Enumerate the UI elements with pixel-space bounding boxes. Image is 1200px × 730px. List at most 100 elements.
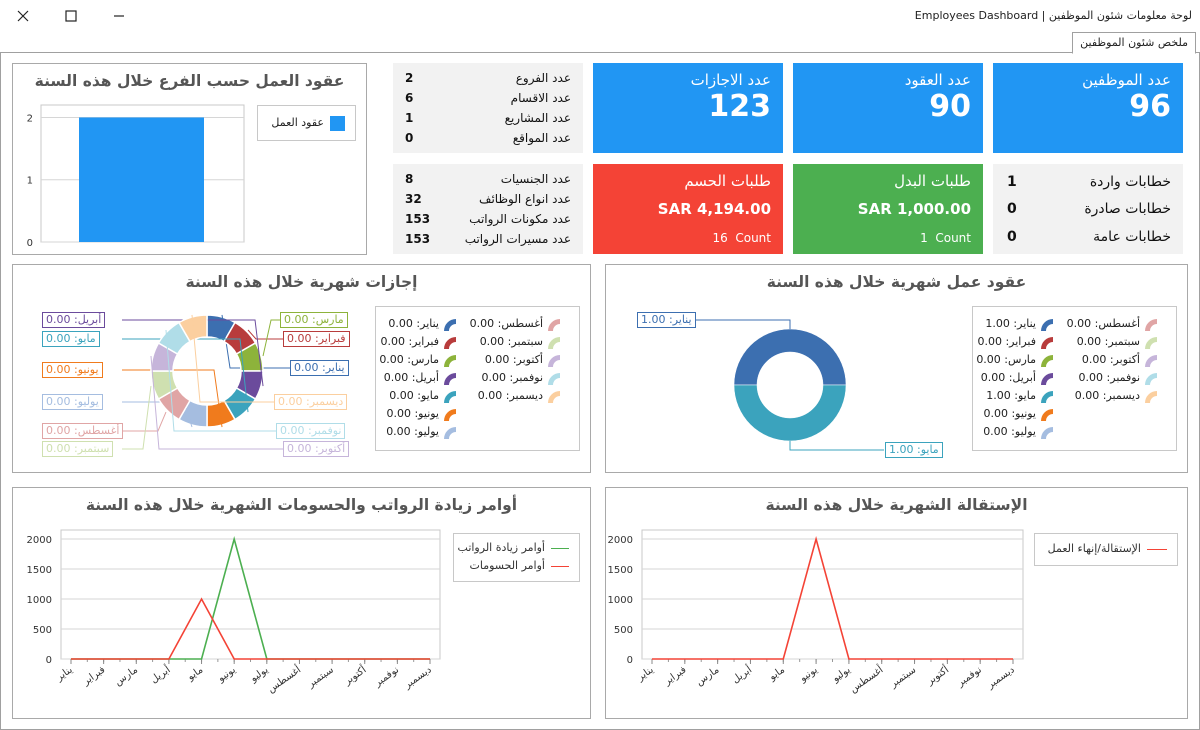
vacation-legend-swatch (444, 337, 456, 349)
contract-legend-label: أكتوبر: 0.00 (1081, 353, 1140, 366)
contract-legend-item: ديسمبر: 0.00 (1072, 389, 1162, 405)
contracts-tile[interactable]: عدد العقود 90 (793, 63, 983, 153)
contract-legend-label: سبتمبر: 0.00 (1076, 335, 1140, 348)
salary-y-tick: 2000 (27, 535, 52, 546)
vacation-legend-label: يونيو: 0.00 (386, 407, 439, 420)
resign-x-label: مايو (766, 664, 787, 683)
vacation-legend-label: مارس: 0.00 (379, 353, 439, 366)
maximize-icon (65, 10, 77, 22)
salary-chart-title: أوامر زيادة الرواتب والحسومات الشهرية خل… (85, 496, 518, 514)
salary-x-label: نوفمبر (372, 664, 401, 689)
vacation-slice-label: ديسمبر: 0.00 (274, 394, 348, 410)
vacation-legend-swatch (444, 373, 456, 385)
resign-x-label: أغسطس (847, 663, 886, 696)
contract-legend-swatch (1041, 391, 1053, 403)
title-bar: Employees Dashboard | لوحة معلومات شئون … (0, 0, 1200, 32)
branch-bar (79, 117, 204, 242)
contract-legend-item: أكتوبر: 0.00 (1072, 353, 1162, 369)
resign-x-label: ديسمبر (985, 664, 1017, 691)
letters-value: 0 (1007, 229, 1017, 245)
vacation-legend-item: يوليو: 0.00 (371, 425, 461, 441)
vacation-slice-label: مايو: 0.00 (42, 331, 100, 347)
vacation-slice-label: أغسطس: 0.00 (42, 423, 124, 439)
employees-tile[interactable]: عدد الموظفين 96 (993, 63, 1183, 153)
hr-info-row: عدد انواع الوظائف 32 (393, 192, 583, 210)
contract-legend-item: أبريل: 0.00 (968, 371, 1058, 387)
hr-info-value: 153 (405, 212, 431, 226)
contract-legend-swatch (1145, 373, 1157, 385)
vacation-leader-line (122, 385, 152, 450)
contract-legend-item: أغسطس: 0.00 (1067, 317, 1162, 333)
hr-info-value: 153 (405, 232, 431, 246)
resign-x-label: يوليو (830, 664, 853, 685)
salary-x-label: مارس (113, 664, 140, 688)
salary-y-tick: 500 (33, 625, 52, 636)
org-info-value: 1 (405, 111, 414, 125)
contract-donut-chart (696, 319, 884, 451)
letters-box: خطابات واردة 1 خطابات صادرة 0 خطابات عام… (993, 164, 1183, 254)
allowance-tile-amount: SAR 1,000.00 (857, 200, 971, 218)
vacation-legend-label: أغسطس: 0.00 (469, 317, 543, 330)
vacation-legend-item: فبراير: 0.00 (371, 335, 461, 351)
deduction-tile-label: طلبات الحسم (684, 172, 771, 190)
vacation-legend-swatch (548, 391, 560, 403)
vacation-legend-item: يونيو: 0.00 (371, 407, 461, 423)
maximize-button[interactable] (48, 0, 94, 32)
close-icon (17, 10, 29, 22)
vacation-legend-label: مايو: 0.00 (389, 389, 439, 402)
letters-label: خطابات واردة (1089, 174, 1171, 190)
salary-legend-deduct-swatch (551, 566, 569, 567)
minimize-icon (114, 15, 124, 17)
hr-info-label: عدد مسيرات الرواتب (464, 232, 571, 246)
employees-tile-value: 96 (1129, 89, 1171, 124)
org-info-label: عدد الاقسام (510, 91, 571, 105)
vacation-legend-label: يناير: 0.00 (388, 317, 439, 330)
contract-leader-line (789, 441, 884, 451)
contract-legend-swatch (1145, 391, 1157, 403)
contract-legend-item: يناير: 1.00 (968, 317, 1058, 333)
resign-line-chart: 0 500 1000 1500 2000 يناير فبراير مارس أبريل مايو… (608, 529, 1024, 696)
contract-slice (733, 328, 847, 386)
contract-donut-title: عقود عمل شهرية خلال هذه السنة (766, 273, 1027, 291)
allowance-count-label: Count (935, 231, 971, 245)
allowance-tile[interactable]: طلبات البدل SAR 1,000.00 1 Count (793, 164, 983, 254)
branch-legend: عقود العمل (257, 105, 356, 141)
salary-y-tick: 1000 (27, 595, 52, 606)
vacations-tile[interactable]: عدد الاجازات 123 (593, 63, 783, 153)
contract-legend-label: مايو: 1.00 (986, 389, 1036, 402)
org-info-row: عدد المواقع 0 (393, 131, 583, 149)
salary-x-label: يونيو (215, 664, 238, 685)
hr-info-row: عدد مسيرات الرواتب 153 (393, 232, 583, 250)
vacation-legend-swatch (444, 355, 456, 367)
window-title: Employees Dashboard | لوحة معلومات شئون … (914, 9, 1192, 22)
contract-legend: يناير: 1.00 فبراير: 0.00 مارس: 0.00 أبريل: … (972, 306, 1177, 451)
vacation-slice-label: يناير: 0.00 (290, 360, 349, 376)
contract-slice-label: يناير: 1.00 (637, 312, 696, 328)
resign-legend-label: الإستقالة/إنهاء العمل (1047, 542, 1141, 555)
vacation-donut-panel: إجازات شهرية خلال هذه السنة يناير: 0.00 ف… (12, 264, 591, 473)
deduction-tile[interactable]: طلبات الحسم SAR 4,194.00 16 Count (593, 164, 783, 254)
salary-y-tick: 1500 (27, 565, 52, 576)
deduction-count-label: Count (735, 231, 771, 245)
vacation-donut-title: إجازات شهرية خلال هذه السنة (185, 273, 418, 291)
letters-row-outgoing: خطابات صادرة 0 (993, 201, 1183, 223)
minimize-button[interactable] (96, 0, 142, 32)
salary-x-label: أغسطس (265, 663, 304, 696)
vacation-leader-line (122, 411, 167, 432)
letters-value: 0 (1007, 201, 1017, 217)
vacation-legend-swatch (444, 409, 456, 421)
resign-legend: الإستقالة/إنهاء العمل (1034, 533, 1178, 566)
contract-legend-swatch (1041, 373, 1053, 385)
close-button[interactable] (0, 0, 46, 32)
tab-summary[interactable]: ملخص شئون الموظفين (1072, 32, 1196, 54)
resign-y-tick: 2000 (608, 535, 633, 546)
vacation-legend-swatch (444, 427, 456, 439)
hr-info-value: 32 (405, 192, 422, 206)
salary-x-label: مايو (185, 664, 206, 683)
letters-label: خطابات عامة (1093, 229, 1171, 245)
vacation-leader-line (150, 355, 283, 450)
contract-legend-item: نوفمبر: 0.00 (1072, 371, 1162, 387)
vacation-leader-line (221, 314, 290, 369)
salary-legend: أوامر زيادة الرواتب أوامر الحسومات (453, 533, 580, 582)
vacation-slice-label: مارس: 0.00 (280, 312, 348, 328)
